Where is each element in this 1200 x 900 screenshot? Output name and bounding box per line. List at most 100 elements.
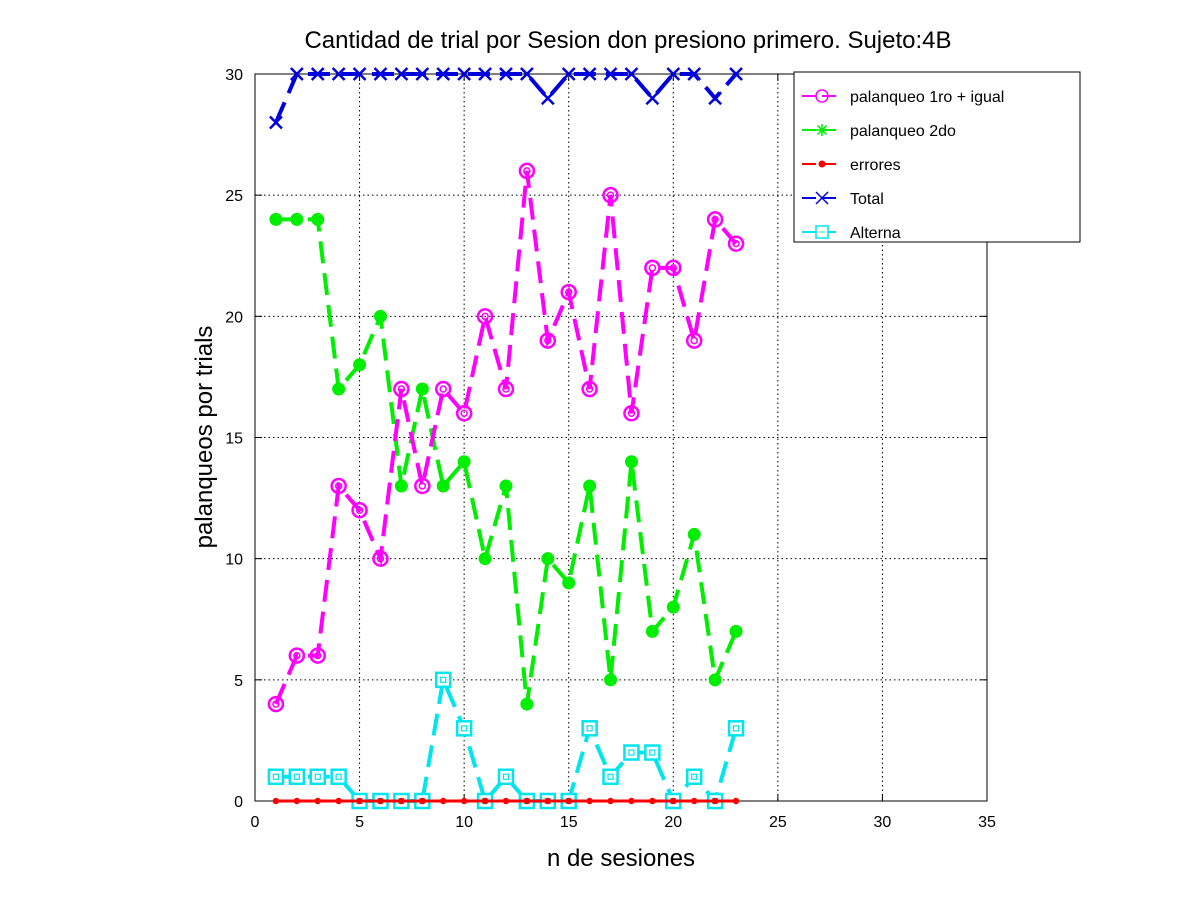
legend-item: palanqueo 1ro + igual: [802, 89, 1004, 106]
data-point: [356, 797, 363, 805]
data-point: [582, 67, 597, 81]
data-point: [499, 479, 513, 493]
legend-label: Total: [850, 191, 884, 208]
data-point: [539, 332, 557, 349]
data-point: [497, 380, 515, 398]
data-point: [497, 768, 515, 786]
data-point: [562, 576, 576, 590]
data-point: [457, 455, 471, 469]
data-point: [311, 212, 325, 226]
legend-item: palanqueo 2do: [802, 123, 956, 140]
y-axis-label: palanqueos por trials: [191, 326, 218, 549]
data-point: [330, 477, 347, 495]
legend-label: Alterna: [850, 225, 901, 242]
data-point: [607, 797, 614, 805]
data-point: [415, 67, 430, 81]
data-point: [565, 797, 572, 805]
data-point: [269, 212, 283, 226]
y-tick-label: 10: [225, 552, 243, 569]
data-point: [393, 380, 410, 398]
data-point: [414, 477, 431, 495]
data-point: [293, 797, 301, 805]
data-point: [645, 91, 660, 106]
x-tick-label: 20: [664, 814, 682, 831]
data-point: [560, 283, 577, 301]
data-point: [478, 552, 492, 566]
data-point: [353, 358, 367, 372]
data-point: [476, 308, 494, 325]
data-point: [644, 744, 661, 761]
data-point: [440, 797, 447, 805]
data-point: [499, 67, 513, 81]
data-point: [623, 405, 640, 422]
data-point: [645, 624, 659, 638]
data-point: [604, 673, 618, 687]
data-point: [332, 382, 346, 396]
data-point: [644, 259, 661, 277]
legend-marker: [818, 160, 826, 168]
data-point: [624, 455, 638, 469]
data-point: [523, 797, 531, 805]
y-tick-label: 5: [234, 673, 243, 690]
data-point: [455, 405, 473, 422]
data-point: [685, 332, 703, 349]
data-point: [434, 671, 452, 689]
data-point: [314, 797, 321, 805]
data-point: [732, 797, 740, 805]
data-point: [540, 91, 555, 106]
data-point: [272, 797, 280, 805]
data-point: [351, 501, 368, 519]
data-point: [518, 162, 536, 180]
data-point: [460, 797, 468, 805]
data-point: [481, 797, 489, 805]
data-point: [457, 67, 472, 81]
data-point: [290, 212, 304, 226]
data-point: [649, 797, 656, 805]
data-point: [666, 600, 680, 614]
data-point: [583, 479, 597, 493]
legend-label: palanqueo 2do: [850, 123, 956, 140]
series-layer: [267, 67, 745, 810]
data-point: [267, 695, 285, 713]
data-point: [670, 797, 677, 805]
data-point: [691, 797, 698, 805]
data-point: [603, 67, 618, 81]
data-point: [373, 309, 387, 323]
data-point: [436, 67, 451, 81]
x-tick-label: 35: [978, 814, 996, 831]
data-point: [541, 552, 555, 566]
series-line: [274, 170, 738, 705]
data-point: [267, 768, 285, 786]
data-point: [581, 380, 598, 398]
x-tick-label: 0: [251, 814, 260, 831]
data-point: [352, 67, 367, 81]
data-point: [561, 67, 576, 81]
data-point: [544, 797, 551, 805]
data-point: [706, 211, 724, 228]
data-point: [394, 479, 408, 493]
data-point: [455, 720, 473, 737]
data-point: [373, 67, 388, 81]
data-point: [415, 382, 429, 396]
data-point: [623, 744, 640, 761]
data-point: [436, 479, 450, 493]
legend-label: errores: [850, 157, 901, 174]
data-point: [309, 768, 326, 786]
data-point: [478, 67, 492, 81]
x-tick-label: 30: [874, 814, 892, 831]
data-point: [581, 720, 598, 737]
data-point: [394, 67, 409, 81]
data-point: [398, 797, 405, 805]
data-point: [628, 797, 635, 805]
data-point: [309, 647, 326, 664]
data-point: [377, 797, 384, 805]
data-point: [711, 797, 719, 805]
legend-label: palanqueo 1ro + igual: [850, 89, 1004, 106]
chart-title: Cantidad de trial por Sesion don presion…: [304, 27, 951, 54]
x-tick-label: 5: [355, 814, 364, 831]
data-point: [335, 797, 342, 805]
data-point: [331, 67, 346, 81]
data-point: [520, 67, 534, 81]
legend-box: [793, 71, 1081, 243]
data-point: [372, 550, 389, 567]
